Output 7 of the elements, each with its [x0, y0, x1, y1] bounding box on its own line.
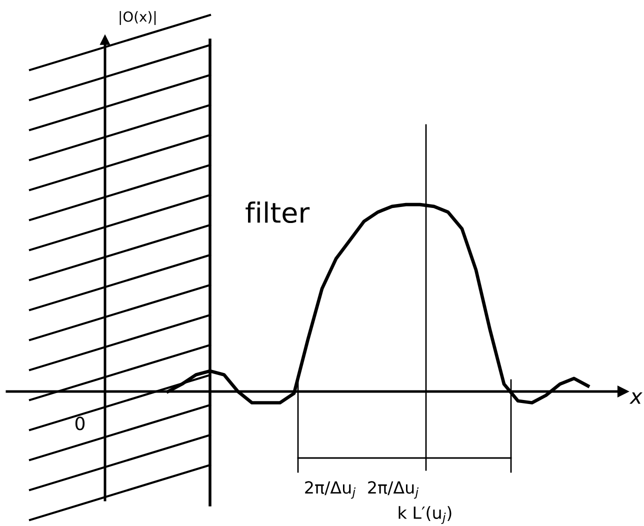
x-axis-title: x [629, 392, 643, 404]
text: k L′(u$_{j}$) [398, 506, 452, 524]
text: 2π/Δu$_{j}$ [305, 481, 356, 499]
annotation: filter [246, 202, 310, 224]
text: 2π/Δu$_{j}$ [368, 481, 419, 499]
text: |O(x)| [120, 11, 156, 25]
text: 0 [75, 416, 85, 430]
